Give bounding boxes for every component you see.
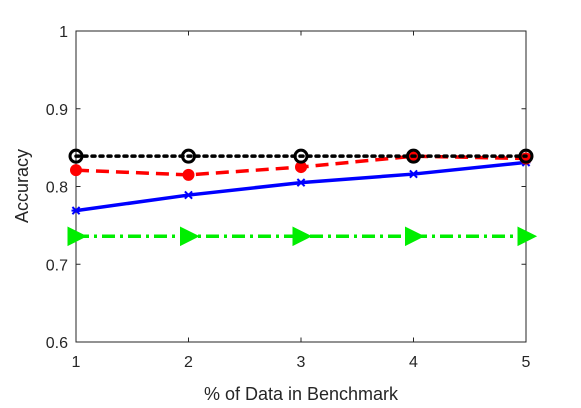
y-tick-label: 0.7	[46, 257, 68, 274]
data-point	[184, 190, 193, 200]
data-point	[70, 164, 82, 177]
series-2	[68, 148, 534, 164]
data-point	[293, 148, 309, 164]
series-3	[67, 226, 538, 247]
data-point	[181, 148, 196, 164]
series-layer	[67, 148, 538, 247]
data-point	[71, 206, 81, 215]
data-point	[182, 168, 195, 181]
data-point	[406, 148, 421, 164]
data-point	[518, 148, 534, 164]
data-point	[409, 169, 418, 179]
data-point	[517, 226, 538, 247]
data-point	[67, 226, 88, 247]
y-tick-label: 1	[59, 24, 68, 41]
x-tick-label: 1	[72, 354, 81, 371]
x-tick-label: 5	[522, 354, 531, 371]
y-tick-label: 0.8	[46, 180, 68, 197]
data-point	[180, 226, 200, 247]
x-tick-label: 2	[184, 354, 193, 371]
y-axis-label: Accuracy	[12, 149, 32, 223]
y-tick-label: 0.6	[46, 335, 68, 352]
data-point	[296, 178, 306, 187]
y-tick-label: 0.9	[46, 102, 68, 119]
x-axis-label: % of Data in Benchmark	[204, 384, 399, 404]
data-point	[405, 226, 425, 247]
plot-area	[75, 30, 527, 343]
tick-labels: 1 2 3 4 5 0.6 0.7 0.8 0.9 1	[46, 24, 531, 371]
data-point	[292, 226, 313, 247]
axis-ticks	[75, 30, 527, 343]
x-tick-label: 3	[297, 354, 306, 371]
data-point	[68, 148, 84, 164]
x-tick-label: 4	[409, 354, 418, 371]
